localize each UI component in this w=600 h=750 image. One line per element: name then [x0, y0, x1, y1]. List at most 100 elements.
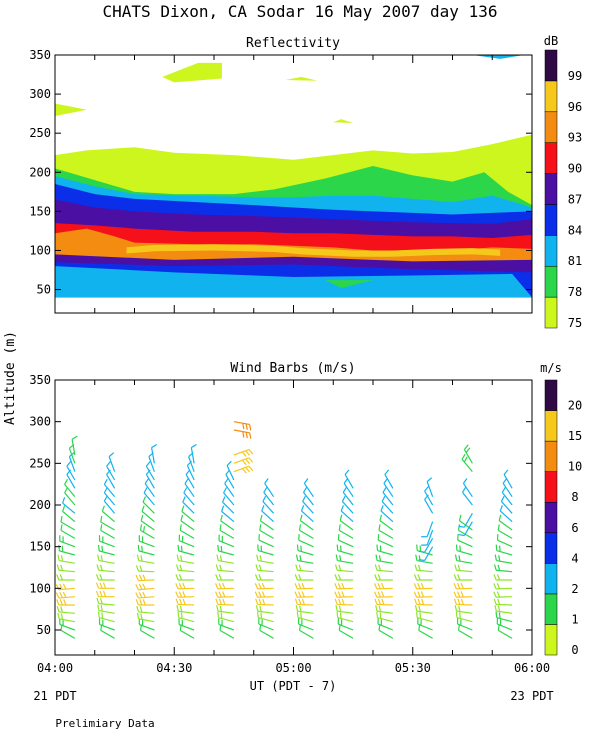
- barb-feather: [463, 456, 468, 463]
- barb-feather: [191, 443, 197, 449]
- wind-barb-15min-230m: [106, 461, 116, 481]
- barb-feather: [217, 611, 220, 618]
- barb-feather: [64, 478, 69, 485]
- wind-barb-55min-180m: [261, 505, 275, 523]
- barb-feather: [453, 574, 457, 581]
- wind-barb-25min-90m: [135, 591, 155, 599]
- barb-feather: [178, 591, 183, 598]
- barb-staff: [456, 603, 473, 606]
- wind-barb-35min-130m: [176, 554, 195, 564]
- barb-feather: [62, 591, 67, 598]
- barb-staff: [108, 456, 116, 472]
- barb-staff: [338, 623, 354, 631]
- ms-label-2: 2: [571, 582, 578, 596]
- barb-feather: [241, 451, 247, 457]
- wind-barb-35min-250m: [190, 443, 197, 464]
- barb-feather: [221, 505, 225, 512]
- barb-staff: [144, 483, 155, 498]
- barb-staff: [60, 529, 76, 539]
- wind-barb-105min-110m: [453, 574, 473, 581]
- wind-barb-115min-70m: [494, 605, 513, 614]
- barb-staff: [297, 550, 314, 556]
- barb-staff: [458, 629, 473, 639]
- barb-feather: [420, 582, 425, 589]
- barb-feather: [334, 564, 338, 571]
- barb-feather: [298, 564, 302, 571]
- barb-staff: [376, 587, 393, 590]
- barb-staff: [298, 539, 314, 548]
- barb-staff: [178, 569, 195, 573]
- ms-label-20: 20: [568, 399, 582, 413]
- barb-staff: [101, 510, 116, 523]
- barb-feather: [453, 598, 457, 605]
- barb-feather: [175, 598, 179, 605]
- barb-staff: [261, 510, 275, 523]
- wind-barb-15min-170m: [100, 515, 115, 531]
- barb-feather: [298, 574, 302, 581]
- barb-feather: [220, 514, 223, 521]
- wind-barb-25min-140m: [137, 544, 155, 556]
- barb-staff: [303, 492, 314, 506]
- wind-barb-5min-180m: [62, 505, 76, 523]
- wind-barb-95min-160m: [418, 538, 434, 553]
- barb-feather: [261, 505, 265, 512]
- wind-barb-15min-120m: [96, 564, 115, 573]
- barb-staff: [424, 499, 434, 514]
- barb-staff: [377, 623, 394, 631]
- barb-staff: [179, 529, 195, 539]
- barb-feather: [497, 598, 501, 605]
- barb-feather: [300, 505, 305, 512]
- barb-feather: [254, 591, 259, 598]
- barb-staff: [424, 546, 434, 561]
- wind-barb-15min-110m: [95, 574, 115, 581]
- barb-feather: [100, 605, 103, 612]
- barb-feather: [255, 564, 259, 571]
- reflectivity-colorbar: dB 75 78 81 84 87 90 93 96 99: [544, 34, 582, 330]
- wind-barb-105min-130m: [454, 554, 473, 564]
- wind-barb-85min-190m: [381, 495, 394, 514]
- db-label-78: 78: [568, 285, 582, 299]
- barb-feather: [294, 598, 298, 605]
- barb-feather: [248, 457, 254, 463]
- barb-feather: [377, 598, 381, 605]
- barb-feather: [60, 613, 64, 620]
- barb-feather: [417, 564, 421, 571]
- y-tick-label-300: 300: [29, 415, 51, 429]
- barb-staff: [257, 569, 274, 573]
- barb-staff: [496, 550, 513, 556]
- barb-staff: [178, 623, 195, 631]
- barb-feather: [460, 598, 464, 605]
- wind-barb-35min-120m: [175, 564, 195, 573]
- barb-feather: [135, 599, 139, 606]
- wind-barb-5min-90m: [55, 591, 75, 599]
- barb-staff: [183, 492, 195, 506]
- barb-feather: [60, 555, 64, 562]
- barb-staff: [497, 529, 513, 539]
- barb-staff: [141, 510, 155, 523]
- wind-barb-115min-150m: [496, 534, 513, 548]
- barb-feather: [493, 598, 497, 605]
- barb-feather: [381, 495, 386, 502]
- barb-feather: [457, 564, 461, 571]
- barb-staff: [59, 550, 76, 556]
- wind-barb-45min-90m: [215, 591, 234, 598]
- barb-feather: [241, 459, 247, 466]
- wind-barb-115min-110m: [493, 574, 513, 581]
- wind-barbs: [55, 421, 513, 639]
- barb-feather: [254, 583, 259, 590]
- wind-barb-95min-210m: [426, 477, 434, 497]
- barb-feather: [216, 554, 219, 561]
- barb-feather: [241, 468, 247, 474]
- wind-barb-35min-60m: [177, 611, 195, 623]
- barb-staff: [184, 483, 195, 498]
- barb-feather: [145, 461, 151, 467]
- barb-feather: [140, 555, 143, 562]
- wind-barb-25min-230m: [145, 461, 155, 481]
- barb-feather: [462, 486, 467, 493]
- wind-barb-85min-160m: [378, 524, 394, 539]
- barb-staff: [100, 529, 115, 539]
- barb-feather: [59, 574, 63, 581]
- wind-barb-115min-180m: [499, 505, 513, 523]
- barb-feather: [414, 564, 418, 571]
- db-label-87: 87: [568, 192, 582, 206]
